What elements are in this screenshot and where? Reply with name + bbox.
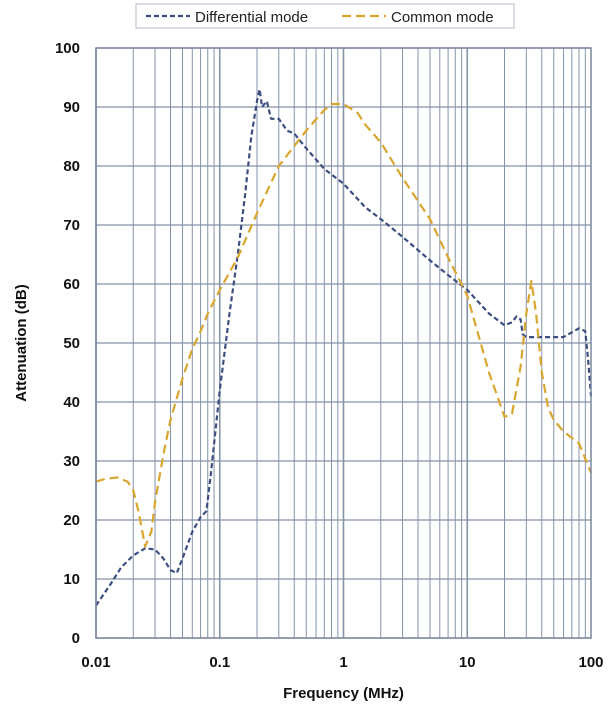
- y-tick-label: 10: [63, 571, 80, 588]
- y-tick-label: 40: [63, 394, 80, 411]
- y-tick-label: 30: [63, 453, 80, 470]
- legend: Differential mode Common mode: [135, 3, 515, 29]
- x-tick-label: 1: [339, 654, 347, 671]
- legend-label-0: Differential mode: [195, 9, 308, 26]
- y-tick-labels: 0 10 20 30 40 50 60 70 80 90 100: [55, 40, 80, 647]
- series-line-1: [95, 102, 593, 548]
- legend-box: [135, 3, 515, 29]
- y-tick-label: 100: [55, 40, 80, 57]
- y-axis-title: Attenuation (dB): [13, 284, 30, 401]
- legend-label-1: Common mode: [391, 9, 494, 26]
- x-tick-label: 100: [578, 654, 603, 671]
- y-tick-label: 20: [63, 512, 80, 529]
- x-tick-labels: 0.01 0.1 1 10 100: [81, 654, 603, 671]
- y-tick-label: 80: [63, 158, 80, 175]
- x-tick-label: 0.1: [209, 654, 230, 671]
- y-tick-label: 50: [63, 335, 80, 352]
- plot-frame: [95, 47, 592, 639]
- y-tick-label: 70: [63, 217, 80, 234]
- y-tick-label: 60: [63, 276, 80, 293]
- x-axis-title: Frequency (MHz): [283, 685, 404, 702]
- grid: [95, 47, 591, 639]
- y-tick-label: 90: [63, 99, 80, 116]
- series-layer: [95, 88, 593, 607]
- x-tick-label: 0.01: [81, 654, 110, 671]
- y-tick-label: 0: [72, 630, 80, 647]
- series-line-0: [95, 88, 593, 607]
- x-tick-label: 10: [459, 654, 476, 671]
